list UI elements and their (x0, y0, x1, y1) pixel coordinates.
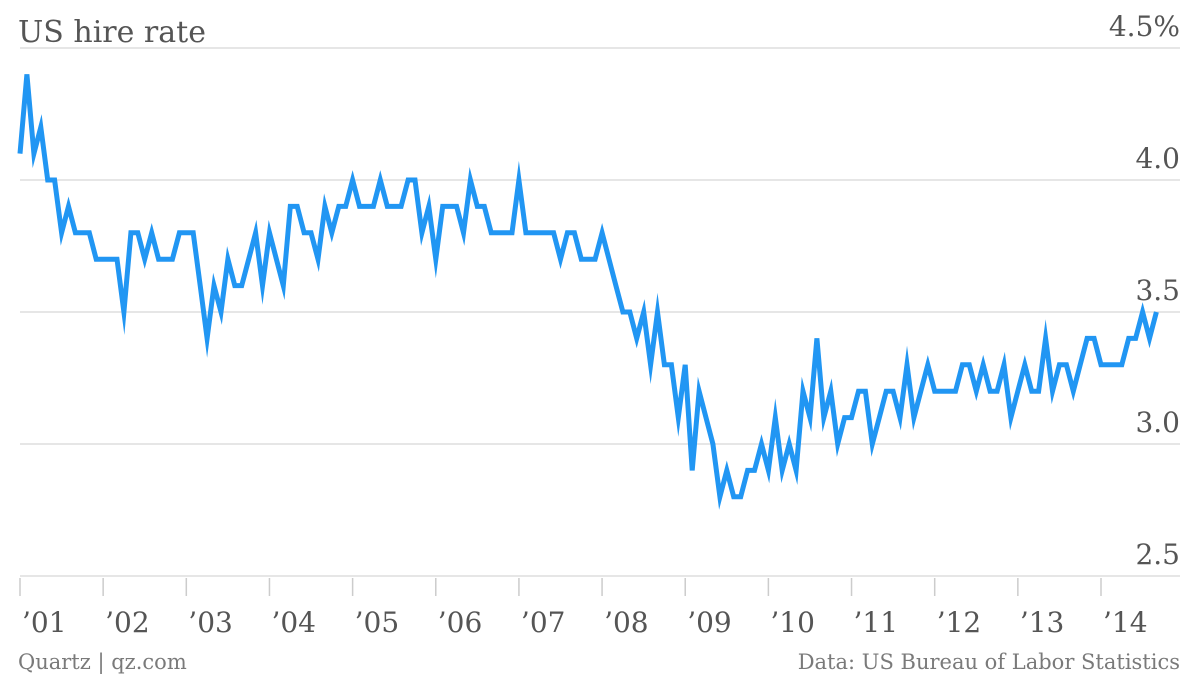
x-tick-label: ’07 (521, 606, 566, 639)
y-tick-label: 4.5% (1109, 10, 1180, 43)
x-tick-label: ’03 (188, 606, 233, 639)
x-tick-label: ’08 (604, 606, 649, 639)
x-tick-label: ’10 (770, 606, 815, 639)
x-tick-label: ’04 (271, 606, 316, 639)
y-tick-label: 3.0 (1135, 406, 1180, 439)
source-credit[interactable]: Quartz | qz.com (18, 650, 187, 675)
y-tick-label: 2.5 (1135, 538, 1180, 571)
x-axis: ’01 ’02 ’03 ’04 ’05 ’06 ’07 ’08 ’09 ’10 ’11 ’12 ’13 ’… (19, 578, 1148, 639)
y-tick-label: 4.0 (1135, 142, 1180, 175)
gridlines (20, 47, 1180, 577)
x-tick-label: ’12 (937, 606, 982, 639)
chart-title: US hire rate (18, 15, 206, 50)
x-tick-label: ’06 (438, 606, 483, 639)
data-source-note: Data: US Bureau of Labor Statistics (798, 650, 1180, 674)
x-tick-label: ’05 (355, 606, 400, 639)
x-tick-label: ’13 (1020, 606, 1065, 639)
y-tick-label: 3.5 (1135, 274, 1180, 307)
series-line-hire-rate (17, 74, 1159, 510)
y-axis: 2.5 3.0 3.5 4.0 4.5% (1109, 10, 1180, 571)
x-tick-label: ’01 (22, 606, 67, 639)
x-tick-label: ’14 (1103, 606, 1148, 639)
x-tick-label: ’09 (687, 606, 732, 639)
x-tick-label: ’11 (854, 606, 899, 639)
series-layer (17, 74, 1159, 510)
x-tick-label: ’02 (105, 606, 150, 639)
